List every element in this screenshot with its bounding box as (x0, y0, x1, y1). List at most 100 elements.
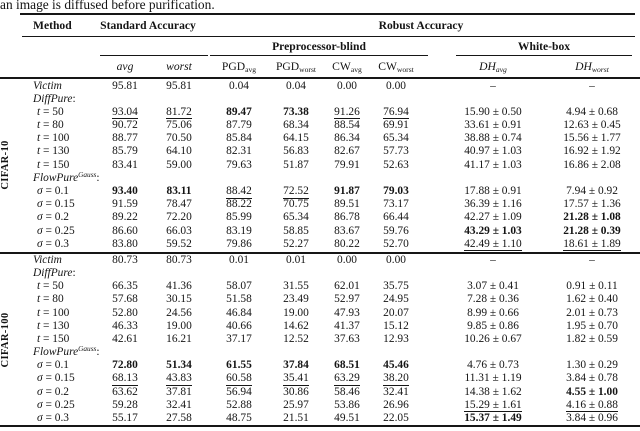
table-cell: 73.38 (283, 105, 309, 118)
table-cell: 0.91 ± 0.11 (566, 280, 618, 293)
row-label: t = 130 (37, 319, 70, 332)
superscript: Gauss (78, 344, 97, 354)
table-cell: 85.99 (226, 211, 252, 224)
column-gap (420, 372, 442, 386)
col-header-pgd-worst: PGDworst (275, 60, 317, 74)
table-row: FlowPureGauss: (20, 169, 640, 185)
table-row: t = 130 85.79 64.10 82.31 56.83 82.67 57.73 40.… (20, 145, 640, 158)
table-cell: 37.81 (166, 385, 192, 398)
table-cell: 30.86 (283, 385, 309, 398)
col-header-robust-accuracy: Robust Accuracy (378, 19, 464, 32)
table-cell: 10.26 ± 0.67 (464, 332, 522, 345)
table-cell: 73.17 (383, 198, 409, 211)
table-cell: 16.86 ± 2.08 (563, 158, 621, 171)
table-cell: 83.19 (226, 224, 252, 237)
group-label-cifar100: CIFAR-100 (0, 312, 11, 368)
table-row: DiffPure: (20, 267, 640, 280)
row-label: Victim (33, 253, 62, 266)
table-cell: 38.20 (383, 372, 409, 387)
table-cell: 64.10 (166, 145, 192, 158)
table-cell: 82.67 (334, 145, 360, 158)
table-cell: 59.52 (166, 237, 192, 250)
table-row: σ = 0.15 91.59 78.47 88.22 70.75 89.51 73.17 36… (20, 198, 640, 211)
table-cell: 66.03 (166, 224, 192, 237)
table-cell: 72.80 (112, 359, 138, 372)
row-label: σ = 0.15 (37, 372, 75, 385)
table-cell: 51.58 (226, 293, 252, 306)
row-label: σ = 0.2 (37, 385, 69, 398)
table-cell: 41.36 (166, 280, 192, 293)
table-cell: 56.94 (226, 385, 252, 398)
column-headers-row: avg worst PGDavg PGDworst CWavg CWworst DHavg D… (20, 59, 640, 75)
table-row: t = 50 93.04 81.72 89.47 73.38 91.26 76.94 15.9… (20, 105, 640, 120)
table-cell: 19.00 (166, 319, 192, 332)
col-header-cw-worst: CWworst (378, 60, 414, 74)
table-row: σ = 0.1 72.80 51.34 61.55 37.84 68.51 45.46 4.7… (20, 359, 640, 372)
column-gap (420, 307, 442, 320)
table-cell: 59.28 (112, 398, 138, 411)
column-gap (420, 225, 442, 238)
table-cell: 52.63 (383, 158, 409, 171)
table-cell: 66.44 (383, 211, 409, 224)
cmidrule-standard (100, 55, 208, 56)
table-cell: 7.28 ± 0.36 (467, 293, 519, 306)
table-cell: 35.75 (383, 280, 409, 293)
table-cell: 80.73 (112, 253, 138, 266)
table-cell: 11.31 ± 1.19 (464, 372, 522, 385)
table-cell: 70.50 (166, 132, 192, 145)
table-caption: an image is diffused before purification… (0, 0, 215, 12)
table-cell: 16.92 ± 1.92 (563, 145, 621, 158)
table-cell: 49.51 (334, 412, 360, 425)
table-row: t = 100 52.80 24.56 46.84 19.00 47.93 20.07 8.9… (20, 307, 640, 320)
table-cell: 58.07 (226, 280, 252, 293)
table-cell: 32.41 (166, 398, 192, 411)
table-cell: 1.82 ± 0.59 (566, 332, 618, 345)
column-gap (420, 132, 442, 145)
table-cell: 57.73 (383, 145, 409, 158)
table-row: σ = 0.25 59.28 32.41 52.88 25.97 53.86 26.96 15… (20, 398, 640, 413)
column-gap (420, 320, 442, 333)
table-cell: 21.51 (283, 412, 309, 425)
row-label: Victim (33, 79, 62, 92)
row-label: t = 150 (37, 332, 70, 345)
table-cell: 7.94 ± 0.92 (566, 185, 618, 197)
table-cell: 24.56 (166, 306, 192, 319)
superscript: Gauss (78, 169, 97, 179)
table-cell: 81.72 (166, 105, 192, 120)
table-bottom-rule (0, 425, 640, 428)
row-label: σ = 0.3 (37, 412, 69, 425)
table-cell: 68.13 (112, 372, 138, 387)
column-gap (420, 211, 442, 224)
column-gap (420, 119, 442, 132)
table-cell: 68.34 (283, 119, 309, 132)
table-cell: 83.11 (166, 185, 192, 197)
table-row: Victim 80.73 80.73 0.01 0.01 0.00 0.00 – – (20, 254, 640, 267)
column-gap (420, 159, 442, 172)
table-cell: 41.17 ± 1.03 (464, 158, 522, 171)
table-cell: 83.41 (112, 158, 138, 171)
column-gap (420, 399, 442, 413)
table-cell: 19.00 (283, 306, 309, 319)
row-label: t = 50 (37, 280, 64, 293)
table-cell: 4.55 ± 1.00 (566, 385, 618, 398)
table-cell: 42.27 ± 1.09 (464, 211, 522, 224)
table-cell: 88.54 (334, 119, 360, 132)
table-cell: 37.84 (283, 359, 309, 372)
group-label-cifar10: CIFAR-10 (0, 140, 11, 190)
table-cell: 79.91 (334, 158, 360, 171)
table-row: t = 100 88.77 70.50 85.84 64.15 86.34 65.34 38.… (20, 132, 640, 145)
table-cell: 87.79 (226, 119, 252, 132)
table-cell: – (490, 79, 496, 92)
table-cell: 18.61 ± 1.89 (563, 237, 621, 252)
table-cell: 78.47 (166, 198, 192, 211)
table-cell: 58.85 (283, 224, 309, 237)
table-cell: 15.56 ± 1.77 (563, 132, 621, 145)
column-gap (420, 106, 442, 120)
table-cell: 65.34 (383, 132, 409, 145)
table-cell: 89.22 (112, 211, 138, 224)
table-cell: 0.00 (337, 79, 357, 92)
row-label: σ = 0.1 (37, 359, 69, 372)
table-cell: 89.47 (226, 105, 252, 118)
table-cell: 48.75 (226, 412, 252, 425)
table-cell: 3.84 ± 0.96 (566, 412, 618, 425)
